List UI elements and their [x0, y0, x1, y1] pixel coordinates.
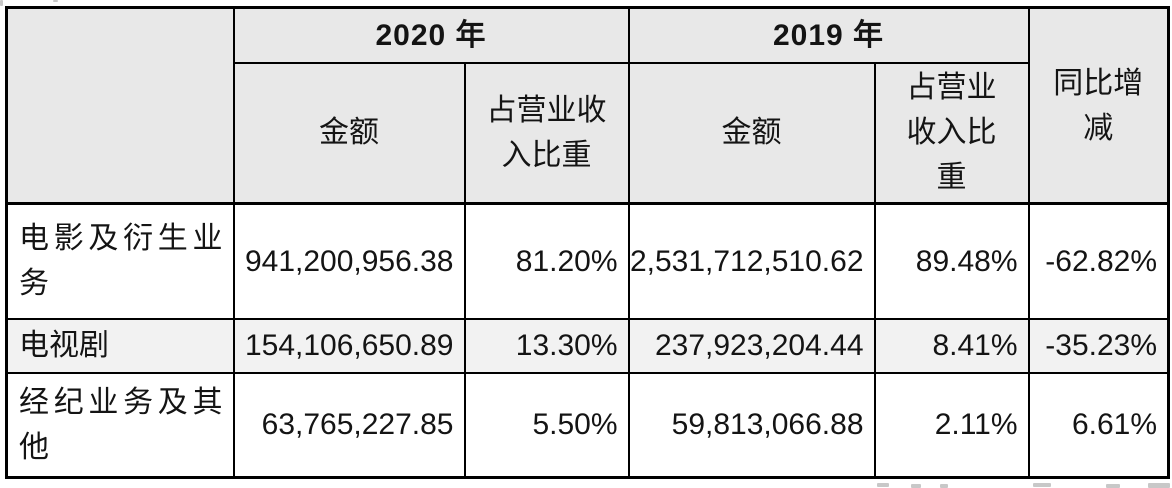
header-revenue-share-2019: 占营业 收入比 重: [873, 61, 1030, 205]
page-artifact: [1106, 484, 1120, 488]
amount-2019-cell: 2,531,712,510.62: [627, 202, 876, 320]
page-artifact: [911, 484, 921, 488]
page-artifact: [877, 483, 889, 487]
header-amount-2020: 金额: [232, 61, 466, 205]
page-artifact: [940, 484, 948, 488]
share-2020-cell: 13.30%: [463, 317, 630, 374]
yoy-cell: -62.82%: [1027, 202, 1170, 320]
amount-2020-cell: 941,200,956.38: [232, 202, 466, 320]
table-row: 电影及衍生业务 941,200,956.38 81.20% 2,531,712,…: [5, 202, 1170, 320]
segment-label: 电视剧: [5, 317, 235, 374]
segment-label: 电影及衍生业务: [5, 202, 235, 320]
page-artifact: [1033, 483, 1051, 487]
table-row: 经纪业务及其他 63,765,227.85 5.50% 59,813,066.8…: [5, 371, 1170, 479]
header-amount-2019: 金额: [627, 61, 876, 205]
header-year-2020: 2020 年: [232, 6, 630, 64]
share-2019-cell: 89.48%: [873, 202, 1030, 320]
header-year-2019: 2019 年: [627, 6, 1030, 64]
amount-2020-cell: 154,106,650.89: [232, 317, 466, 374]
amount-2019-cell: 237,923,204.44: [627, 317, 876, 374]
yoy-cell: 6.61%: [1027, 371, 1170, 479]
page-artifact: [0, 0, 3, 6]
amount-2019-cell: 59,813,066.88: [627, 371, 876, 479]
header-yoy-change: 同比增 减: [1027, 6, 1170, 205]
corner-blank-cell: [5, 6, 235, 205]
amount-2020-cell: 63,765,227.85: [232, 371, 466, 479]
share-2020-cell: 5.50%: [463, 371, 630, 479]
table-row: 电视剧 154,106,650.89 13.30% 237,923,204.44…: [5, 317, 1170, 374]
page-artifact: [1148, 483, 1170, 488]
page-artifact: [53, 0, 58, 2]
share-2019-cell: 2.11%: [873, 371, 1030, 479]
share-2019-cell: 8.41%: [873, 317, 1030, 374]
header-revenue-share-2020: 占营业收 入比重: [463, 61, 630, 205]
share-2020-cell: 81.20%: [463, 202, 630, 320]
segment-label: 经纪业务及其他: [5, 371, 235, 479]
yoy-cell: -35.23%: [1027, 317, 1170, 374]
revenue-segment-table: 2020 年 2019 年 同比增 减 金额 占营业收 入比重 金额 占营业 收…: [5, 6, 1171, 479]
